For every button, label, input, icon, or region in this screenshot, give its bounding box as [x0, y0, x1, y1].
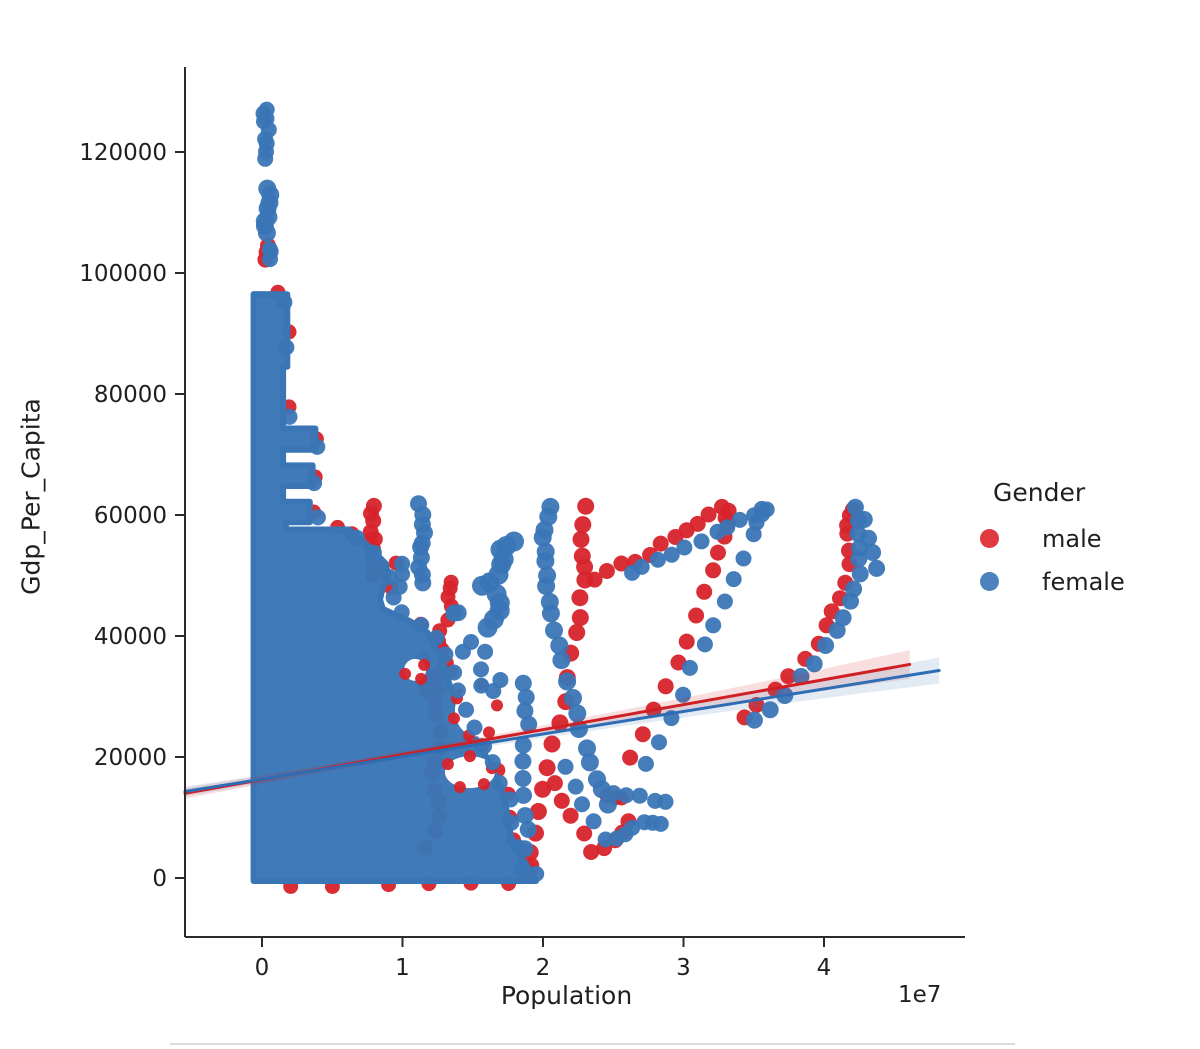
x-axis-offset-label: 1e7	[898, 982, 942, 1008]
y-axis-label: Gdp_Per_Capita	[16, 398, 46, 595]
legend-male-label: male	[1042, 524, 1102, 553]
legend-row-female: female	[973, 560, 1173, 603]
legend-female-label: female	[1042, 567, 1125, 596]
regression-layer	[183, 650, 941, 799]
y-tick-label: 120000	[79, 140, 167, 166]
legend: Gender male female	[973, 478, 1173, 603]
x-tick-label: 3	[676, 955, 691, 981]
legend-title: Gender	[993, 478, 1086, 507]
x-tick-label: 4	[817, 955, 832, 981]
legend-male-marker-icon	[980, 529, 999, 548]
axes: 0 1 2 3 4 0 20000 40000 60000 80000 100000 120000	[79, 67, 965, 981]
y-tick-label: 0	[152, 866, 167, 892]
x-tick-label: 0	[255, 955, 270, 981]
bottom-divider	[170, 1043, 1015, 1045]
y-tick-label: 60000	[94, 503, 167, 529]
y-tick-label: 40000	[94, 624, 167, 650]
legend-row-male: male	[973, 517, 1173, 560]
y-tick-label: 100000	[79, 261, 167, 287]
y-tick-label: 80000	[94, 382, 167, 408]
x-tick-label: 1	[395, 955, 410, 981]
legend-female-marker-icon	[980, 572, 999, 591]
x-axis-label: Population	[500, 981, 633, 1010]
x-tick-label: 2	[536, 955, 551, 981]
female-points	[255, 101, 886, 882]
y-tick-label: 20000	[94, 745, 167, 771]
